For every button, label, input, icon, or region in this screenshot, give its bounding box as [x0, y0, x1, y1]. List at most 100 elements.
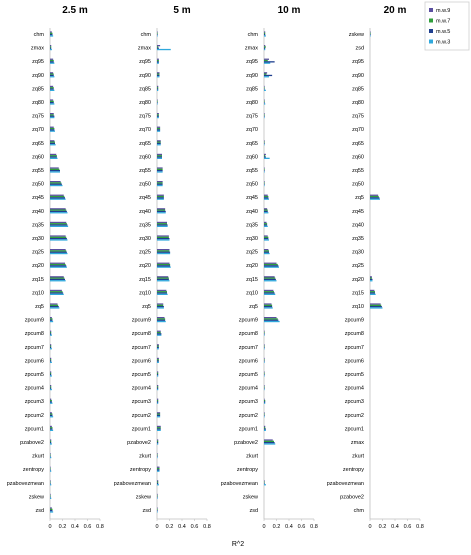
- category-label-2-zq70: zq70: [139, 127, 151, 133]
- bar-1-zentropy-m.w.7: [50, 467, 51, 470]
- category-label-3-zkurt: zkurt: [246, 454, 258, 460]
- bar-1-chm-m.w.5: [50, 34, 53, 36]
- bar-2-zq40-m.w.5: [157, 210, 166, 213]
- bar-1-zq85-m.w.7: [50, 87, 54, 89]
- bar-2-zpcum6-m.w.3: [157, 361, 159, 363]
- bar-1-zq80-m.w.7: [50, 100, 54, 102]
- bar-3-zpcum4-m.w.9: [264, 385, 265, 387]
- panel-title-4: 20 m: [384, 5, 407, 16]
- bar-1-zpcum8-m.w.5: [50, 333, 52, 335]
- category-label-2-zskew: zskew: [136, 494, 151, 500]
- bar-2-zpcum1-m.w.9: [157, 425, 161, 428]
- bar-3-zpcum9-m.w.7: [264, 318, 278, 320]
- category-label-1-zq70: zq70: [32, 127, 44, 133]
- bar-1-zpcum4-m.w.3: [50, 388, 52, 391]
- bar-3-zmax-m.w.9: [264, 45, 266, 47]
- category-label-1-zpcum7: zpcum7: [25, 345, 44, 351]
- bar-3-zpcum5-m.w.3: [264, 375, 265, 377]
- bar-2-zpcum4-m.w.5: [157, 387, 159, 389]
- category-label-3-zq50: zq50: [246, 182, 258, 188]
- bar-1-zpcum2-m.w.7: [50, 413, 53, 415]
- category-label-1-zq5: zq5: [35, 304, 44, 310]
- bar-2-zq90-m.w.5: [157, 74, 160, 77]
- bar-1-zq10-m.w.3: [50, 293, 64, 295]
- bar-2-zq85-m.w.9: [157, 85, 159, 88]
- x-tick-label-4-0: 0: [368, 524, 371, 530]
- bar-2-zq45-m.w.9: [157, 194, 164, 196]
- bar-2-zpcum7-m.w.9: [157, 344, 159, 346]
- category-label-1-chm: chm: [34, 32, 45, 38]
- bar-3-zpcum1-m.w.9: [264, 425, 266, 428]
- category-label-2-zpcum6: zpcum6: [132, 358, 151, 364]
- bar-1-zq45-m.w.7: [50, 195, 65, 198]
- bar-3-zq20-m.w.9: [264, 262, 277, 264]
- bar-2-zq65-m.w.9: [157, 140, 161, 142]
- category-label-3-zpcum2: zpcum2: [239, 413, 258, 419]
- category-label-4-zq60: zq60: [352, 154, 364, 160]
- bar-3-zpcum5-m.w.9: [264, 371, 265, 373]
- category-label-2-zq85: zq85: [139, 86, 151, 92]
- bar-4-zq10-m.w.7: [370, 304, 382, 306]
- bar-3-zq30-m.w.7: [264, 236, 269, 238]
- bar-1-zq45-m.w.5: [50, 197, 65, 199]
- bar-2-zskew-m.w.7: [157, 495, 158, 497]
- bar-2-zpcum1-m.w.7: [157, 427, 161, 429]
- category-label-1-zpcum9: zpcum9: [25, 318, 44, 324]
- bar-2-zsd-m.w.5: [157, 510, 158, 512]
- bar-1-zq80-m.w.3: [50, 103, 55, 105]
- bar-1-zpcum4-m.w.5: [50, 387, 52, 389]
- category-label-1-pzabove2: pzabove2: [20, 440, 44, 446]
- bar-2-zq25-m.w.5: [157, 251, 171, 253]
- bar-3-zpcum4-m.w.5: [264, 387, 265, 389]
- x-tick-label-3-3: 0.6: [298, 524, 306, 530]
- category-label-4-zq55: zq55: [352, 168, 364, 174]
- bar-2-pzabovezmean-m.w.5: [157, 482, 159, 485]
- category-label-2-zq90: zq90: [139, 73, 151, 79]
- category-label-3-zq20: zq20: [246, 263, 258, 269]
- bar-2-zq20-m.w.7: [157, 263, 171, 266]
- bar-1-zq25-m.w.5: [50, 251, 67, 253]
- bar-4-zq5-m.w.3: [370, 198, 380, 200]
- bar-2-zq45-m.w.7: [157, 195, 164, 198]
- category-label-3-zq65: zq65: [246, 141, 258, 147]
- bar-2-zpcum3-m.w.9: [157, 398, 159, 400]
- bar-2-zpcum9-m.w.7: [157, 318, 166, 320]
- category-label-4-zq85: zq85: [352, 86, 364, 92]
- bar-3-zpcum9-m.w.9: [264, 317, 277, 319]
- bar-1-zq15-m.w.9: [50, 276, 64, 278]
- category-label-2-zpcum9: zpcum9: [132, 318, 151, 324]
- bar-2-zq40-m.w.7: [157, 209, 166, 211]
- bar-1-zkurt-m.w.5: [50, 455, 51, 457]
- bar-3-zpcum1-m.w.7: [264, 427, 266, 429]
- category-label-3-zq75: zq75: [246, 114, 258, 120]
- bar-3-zq10-m.w.9: [264, 289, 274, 292]
- category-label-4-zq45: zq45: [352, 209, 364, 215]
- x-tick-label-4-2: 0.4: [391, 524, 399, 530]
- bar-3-zq5-m.w.5: [264, 306, 273, 308]
- bar-2-zq20-m.w.9: [157, 262, 170, 264]
- bar-3-chm-m.w.3: [264, 35, 266, 37]
- bar-4-zq10-m.w.3: [370, 307, 383, 309]
- category-label-2-zsd: zsd: [142, 508, 151, 514]
- category-label-1-zq10: zq10: [32, 290, 44, 296]
- bar-2-zpcum8-m.w.3: [157, 334, 162, 336]
- bar-3-zq90-m.w.3: [264, 76, 269, 78]
- bar-2-zq80-m.w.7: [157, 100, 158, 102]
- bar-2-zentropy-m.w.5: [157, 469, 160, 471]
- bar-3-zq85-m.w.7: [264, 87, 265, 89]
- category-label-4-zentropy: zentropy: [343, 467, 364, 473]
- bar-3-zpcum2-m.w.9: [264, 412, 265, 414]
- bar-1-zq10-m.w.5: [50, 292, 64, 294]
- bar-2-zpcum7-m.w.7: [157, 345, 159, 347]
- bar-3-zq85-m.w.3: [264, 89, 266, 91]
- bar-1-zq65-m.w.7: [50, 141, 55, 143]
- category-label-1-zq45: zq45: [32, 195, 44, 201]
- category-label-4-zpcum4: zpcum4: [345, 386, 364, 392]
- bar-2-zq90-m.w.9: [157, 72, 160, 74]
- bar-2-zpcum5-m.w.7: [157, 372, 159, 374]
- x-tick-label-2-0: 0: [155, 524, 158, 530]
- bar-3-zpcum9-m.w.3: [264, 320, 280, 323]
- bar-1-zpcum6-m.w.9: [50, 357, 52, 360]
- category-label-1-zq40: zq40: [32, 209, 44, 215]
- bar-3-zpcum8-m.w.7: [264, 331, 265, 334]
